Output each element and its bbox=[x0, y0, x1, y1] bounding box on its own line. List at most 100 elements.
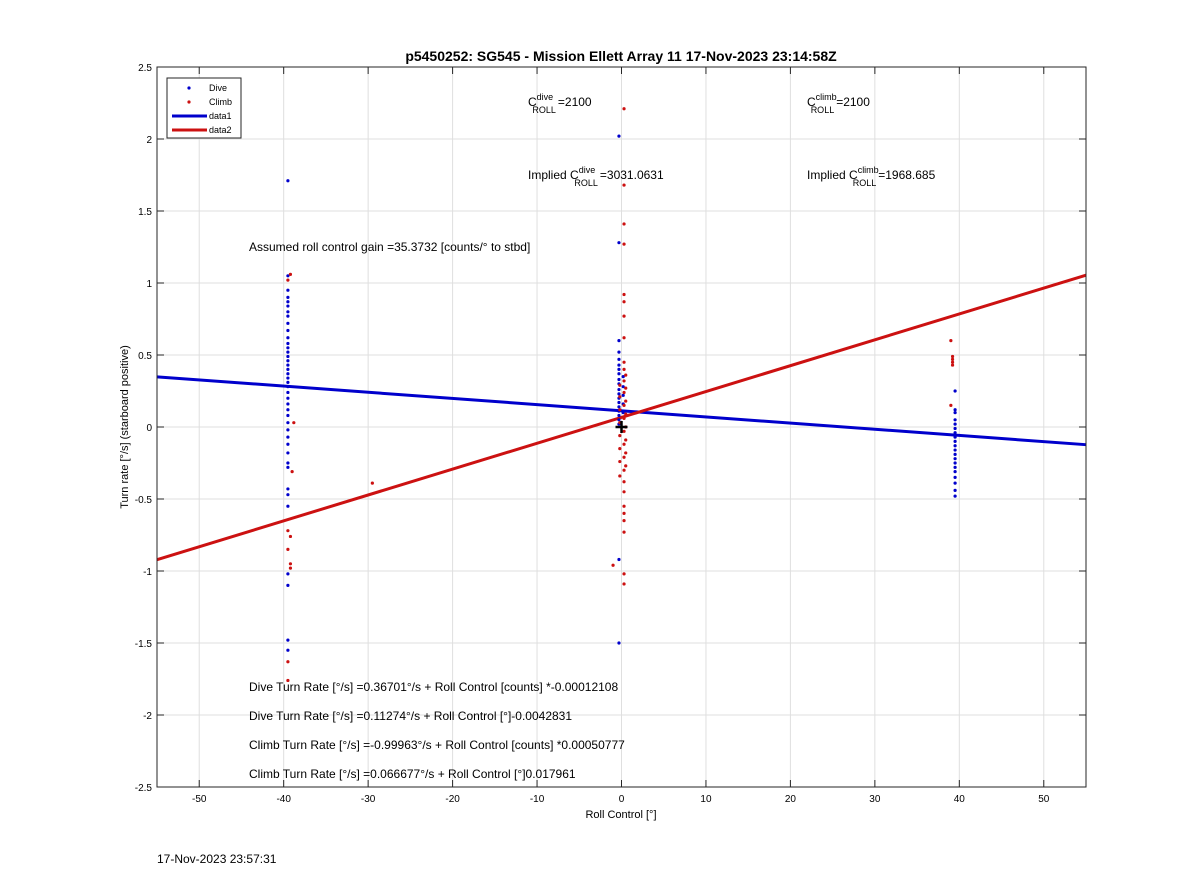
point-climb bbox=[622, 292, 626, 297]
point-dive bbox=[286, 350, 290, 354]
point-climb bbox=[950, 363, 955, 367]
point-dive bbox=[286, 428, 290, 432]
equation-0: Dive Turn Rate [°/s] =0.36701°/s + Roll … bbox=[249, 680, 618, 694]
point-dive bbox=[953, 448, 957, 452]
point-climb bbox=[622, 490, 626, 494]
point-dive bbox=[953, 461, 957, 465]
point-climb bbox=[618, 408, 622, 412]
x-tick-label: -30 bbox=[361, 794, 376, 805]
point-climb bbox=[370, 481, 374, 485]
point-climb bbox=[622, 379, 626, 383]
point-dive bbox=[617, 413, 621, 418]
origin-marker bbox=[615, 421, 628, 433]
point-dive bbox=[286, 336, 290, 340]
point-dive bbox=[953, 431, 957, 435]
point-climb bbox=[622, 442, 626, 446]
data-points bbox=[286, 107, 957, 683]
point-climb bbox=[618, 474, 622, 478]
point-dive bbox=[617, 405, 621, 409]
point-dive bbox=[286, 346, 290, 350]
y-tick-label: -1.5 bbox=[135, 639, 153, 650]
y-tick-label: -2.5 bbox=[135, 783, 153, 794]
point-dive bbox=[286, 465, 290, 469]
point-dive bbox=[286, 363, 290, 367]
point-dive bbox=[621, 393, 625, 397]
point-climb bbox=[286, 678, 290, 683]
gain-label: Assumed roll control gain =35.3732 [coun… bbox=[249, 240, 530, 254]
point-climb bbox=[622, 572, 626, 576]
fit-line-data1 bbox=[156, 375, 1087, 447]
legend-marker-climb bbox=[187, 100, 191, 104]
point-dive bbox=[286, 314, 290, 318]
point-dive bbox=[953, 465, 957, 469]
x-tick-label: -10 bbox=[530, 794, 545, 805]
point-climb bbox=[286, 529, 290, 533]
ticks: -50 -40 -30 -20 -10 0 10 20 30 40 50-2.5-2-1.5-1-0… bbox=[135, 63, 1086, 805]
footer-timestamp: 17-Nov-2023 23:57:31 bbox=[157, 852, 277, 866]
point-dive bbox=[286, 179, 290, 183]
point-dive bbox=[953, 494, 957, 498]
point-climb bbox=[622, 300, 626, 304]
point-dive bbox=[617, 241, 621, 245]
point-dive bbox=[953, 444, 957, 448]
point-climb bbox=[622, 468, 626, 472]
point-climb bbox=[949, 339, 953, 343]
point-climb bbox=[286, 547, 290, 552]
point-dive bbox=[617, 400, 621, 405]
point-dive bbox=[286, 372, 290, 376]
y-tick-label: -1 bbox=[143, 567, 152, 578]
legend: Dive Climb data1 data2 bbox=[166, 77, 242, 139]
x-tick-label: -50 bbox=[192, 794, 207, 805]
point-dive bbox=[286, 421, 290, 425]
point-climb bbox=[622, 504, 626, 508]
legend-label-data2: data2 bbox=[209, 125, 232, 135]
point-dive bbox=[953, 422, 957, 426]
point-climb bbox=[618, 447, 622, 451]
point-dive bbox=[953, 452, 957, 456]
fit-line-data2 bbox=[156, 273, 1087, 562]
y-tick-label: -2 bbox=[143, 711, 152, 722]
x-tick-label: 0 bbox=[619, 794, 625, 805]
point-climb bbox=[624, 386, 628, 390]
c-roll-dive-label: Cdive ROLL=2100 bbox=[528, 92, 592, 115]
point-dive bbox=[953, 457, 957, 461]
point-dive bbox=[286, 295, 290, 299]
y-tick-label: -0.5 bbox=[135, 495, 153, 506]
point-climb bbox=[288, 566, 293, 570]
point-dive bbox=[617, 134, 621, 138]
c-roll-climb-label: Cclimb ROLL=2100 bbox=[807, 92, 870, 115]
point-dive bbox=[286, 451, 290, 455]
y-tick-label: 1.5 bbox=[138, 207, 152, 218]
point-dive bbox=[953, 435, 957, 439]
y-tick-label: 2.5 bbox=[138, 63, 152, 74]
point-dive bbox=[286, 396, 290, 400]
point-climb bbox=[292, 421, 296, 425]
point-climb bbox=[622, 314, 626, 318]
point-climb bbox=[288, 272, 293, 276]
x-tick-label: 30 bbox=[869, 794, 881, 805]
point-dive bbox=[286, 376, 290, 380]
point-climb bbox=[290, 470, 294, 474]
point-climb bbox=[622, 183, 626, 187]
point-dive bbox=[621, 385, 625, 389]
x-tick-label: 50 bbox=[1038, 794, 1050, 805]
point-dive bbox=[286, 461, 290, 465]
point-climb bbox=[950, 360, 955, 364]
point-climb bbox=[622, 336, 626, 340]
point-dive bbox=[286, 359, 290, 363]
point-dive bbox=[953, 488, 957, 492]
point-dive bbox=[286, 442, 290, 446]
point-dive bbox=[953, 439, 957, 443]
point-climb bbox=[622, 390, 626, 395]
x-tick-label: -40 bbox=[276, 794, 291, 805]
point-dive bbox=[286, 310, 290, 314]
point-climb bbox=[622, 429, 626, 433]
point-dive bbox=[621, 411, 625, 415]
point-climb bbox=[624, 373, 628, 377]
implied-climb-label: Implied Cclimb ROLL=1968.685 bbox=[807, 165, 936, 188]
point-climb bbox=[622, 367, 626, 371]
equation-3: Climb Turn Rate [°/s] =0.066677°/s + Rol… bbox=[249, 767, 576, 781]
point-climb bbox=[622, 530, 626, 534]
point-dive bbox=[286, 380, 290, 384]
point-dive bbox=[617, 641, 621, 645]
